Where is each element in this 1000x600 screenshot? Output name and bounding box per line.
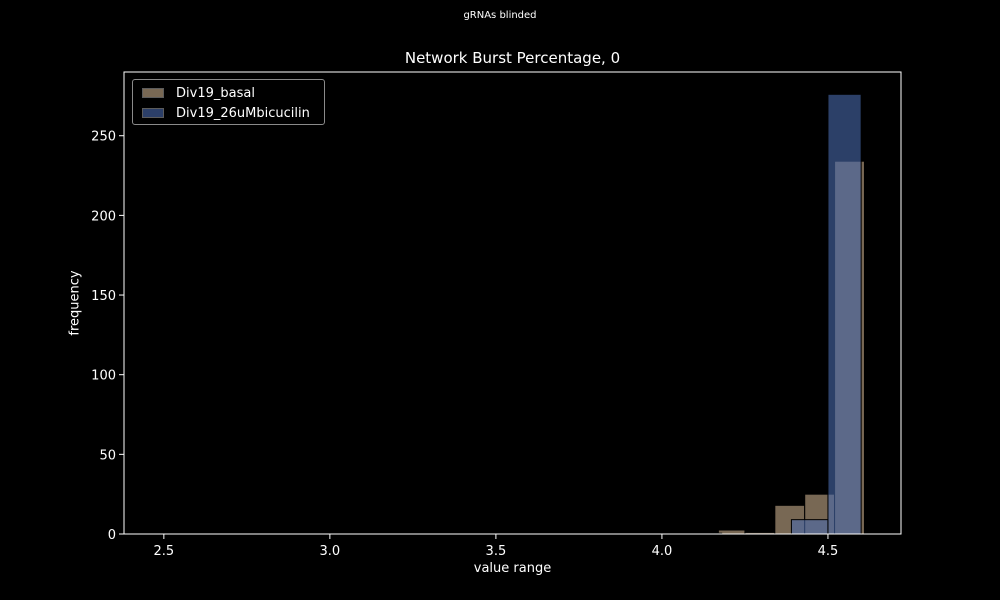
figure-suptitle: gRNAs blinded xyxy=(463,10,537,21)
y-tick-label-4: 200 xyxy=(91,209,116,224)
x-tick-label-4: 4.5 xyxy=(818,544,839,559)
legend-label-bicucilin: Div19_26uMbicucilin xyxy=(176,105,310,121)
legend-swatch-basal xyxy=(142,88,164,98)
y-tick-label-3: 150 xyxy=(91,289,116,304)
legend: Div19_basal Div19_26uMbicucilin xyxy=(132,79,325,125)
x-tick-label-2: 3.5 xyxy=(486,544,507,559)
y-tick-label-2: 100 xyxy=(91,369,116,384)
x-axis-label: value range xyxy=(473,561,552,576)
y-tick-label-5: 250 xyxy=(91,130,116,145)
bar-basal-2 xyxy=(717,529,746,535)
bar-bicucilin-3 xyxy=(827,93,862,535)
plot-frame xyxy=(123,71,902,535)
legend-label-basal: Div19_basal xyxy=(176,85,255,101)
legend-item-basal: Div19_basal xyxy=(142,83,255,103)
y-axis-label: frequency xyxy=(67,270,83,336)
bars-layer xyxy=(133,93,865,536)
x-tick-label-0: 2.5 xyxy=(154,544,175,559)
y-tick-label-0: 0 xyxy=(108,528,116,543)
x-tick-label-1: 3.0 xyxy=(320,544,341,559)
y-axis-ticks: 0 50 100 150 200 250 xyxy=(91,130,124,543)
legend-swatch-bicucilin xyxy=(142,108,164,118)
x-axis-ticks: 2.5 3.0 3.5 4.0 4.5 xyxy=(154,534,839,559)
chart-title: Network Burst Percentage, 0 xyxy=(404,49,621,67)
y-tick-label-1: 50 xyxy=(99,448,116,463)
bar-bicucilin-2 xyxy=(790,519,829,535)
legend-item-bicucilin: Div19_26uMbicucilin xyxy=(142,103,310,123)
x-tick-label-3: 4.0 xyxy=(652,544,673,559)
